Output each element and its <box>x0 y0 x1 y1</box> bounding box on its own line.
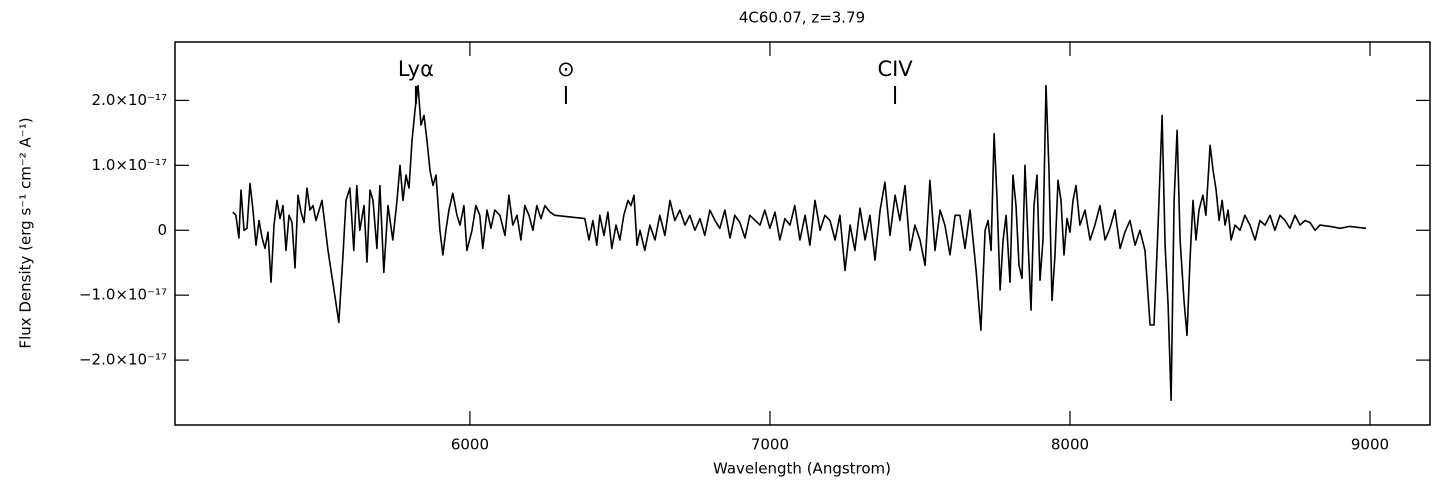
y-axis-label: Flux Density (erg s⁻¹ cm⁻² A⁻¹) <box>17 117 35 348</box>
x-tick-label: 8000 <box>1051 436 1089 454</box>
spectrum-line <box>232 84 1367 402</box>
x-axis-label: Wavelength (Angstrom) <box>713 460 891 478</box>
y-tick-label: 0 <box>157 221 167 239</box>
annotation-label: ⊙ <box>557 57 575 81</box>
chart-title: 4C60.07, z=3.79 <box>739 9 865 27</box>
annotation-label: Lyα <box>398 57 434 81</box>
y-tick-label: −2.0×10⁻¹⁷ <box>79 351 167 369</box>
x-tick-label: 7000 <box>751 436 789 454</box>
y-tick-label: 1.0×10⁻¹⁷ <box>92 156 167 174</box>
x-tick-label: 9000 <box>1351 436 1389 454</box>
x-tick-label: 6000 <box>451 436 489 454</box>
y-tick-label: −1.0×10⁻¹⁷ <box>79 286 167 304</box>
annotation-label: CIV <box>877 57 913 81</box>
plot-frame <box>174 41 1431 426</box>
y-tick-label: 2.0×10⁻¹⁷ <box>92 91 167 109</box>
